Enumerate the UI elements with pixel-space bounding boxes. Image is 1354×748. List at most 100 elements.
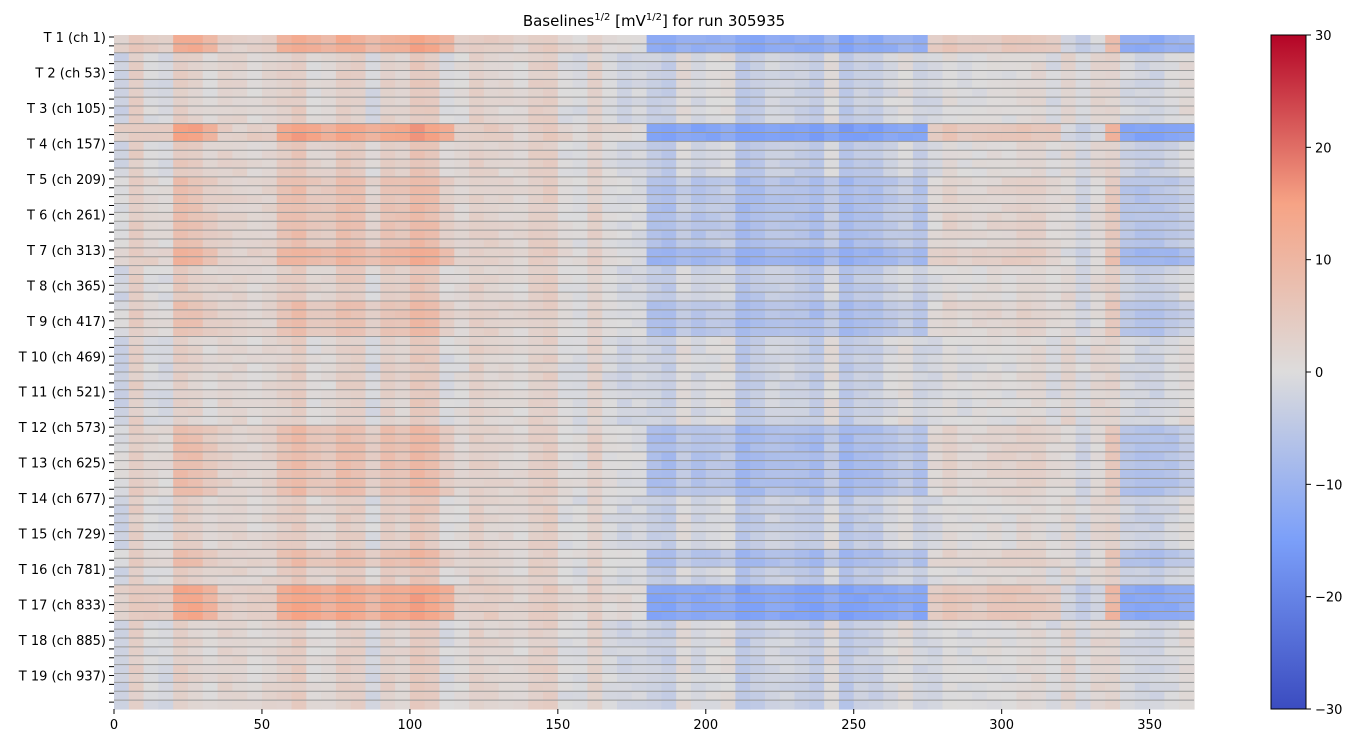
heatmap-cell [986,336,1003,346]
heatmap-cell [454,256,470,267]
heatmap-cell [957,114,973,125]
heatmap-cell [676,70,692,80]
heatmap-cell [557,460,574,471]
heatmap-cell [853,336,870,346]
heatmap-cell [617,389,633,400]
heatmap-cell [957,469,973,480]
heatmap-cell [187,203,204,213]
heatmap-cell [779,380,796,391]
heatmap-cell [513,88,529,98]
heatmap-cell [306,363,322,373]
heatmap-cell [957,283,973,293]
heatmap-cell [143,318,159,329]
heatmap-cell [1031,558,1047,568]
heatmap-cell [912,114,929,125]
heatmap-cell [232,35,248,45]
heatmap-cell [128,114,145,125]
heatmap-cell [1149,159,1166,169]
heatmap-cell [158,629,174,639]
heatmap-cell [276,389,293,400]
heatmap-cell [1046,105,1062,116]
heatmap-cell [927,416,944,426]
heatmap-cell [1149,150,1166,160]
heatmap-cell [247,176,263,187]
heatmap-cell [690,540,707,550]
heatmap-cell [424,247,441,258]
heatmap-cell [498,212,515,222]
heatmap-cell [1016,442,1032,453]
heatmap-cell [883,283,899,293]
heatmap-cell [395,469,411,480]
heatmap-cell [335,336,352,346]
heatmap-cell [661,238,677,249]
heatmap-cell [883,176,899,187]
heatmap-cell [261,61,278,72]
heatmap-cell [883,88,899,98]
heatmap-cell [972,194,988,205]
heatmap-cell [972,221,988,231]
heatmap-cell [321,389,337,400]
heatmap-cell [291,52,307,63]
heatmap-cell [1090,629,1106,639]
heatmap-cell [114,230,130,240]
heatmap-cell [217,256,233,267]
heatmap-cell [1046,372,1062,382]
heatmap-cell [957,460,973,471]
heatmap-cell [809,336,825,346]
heatmap-cell [528,522,544,533]
heatmap-cell [617,593,633,604]
heatmap-cell [986,185,1003,196]
heatmap-cell [676,221,692,231]
heatmap-cell [335,469,352,480]
heatmap-cell [350,398,367,409]
heatmap-cell [483,43,500,54]
heatmap-cell [424,629,441,639]
heatmap-cell [1001,43,1018,54]
heatmap-cell [617,52,633,63]
heatmap-cell [424,558,441,568]
heatmap-cell [439,513,455,524]
heatmap-cell [912,611,929,621]
heatmap-cell [1046,141,1062,151]
heatmap-cell [735,478,751,488]
heatmap-cell [395,265,411,276]
heatmap-cell [1164,221,1180,231]
heatmap-cell [1001,274,1018,284]
heatmap-cell [972,141,988,151]
heatmap-cell [676,593,692,604]
heatmap-cell [1120,168,1136,178]
heatmap-cell [1134,97,1151,107]
heatmap-cell [883,185,899,196]
heatmap-cell [853,203,870,213]
heatmap-cell [838,301,855,311]
heatmap-cell [986,203,1003,213]
heatmap-cell [809,345,825,355]
heatmap-cell [824,425,840,435]
heatmap-cell [720,442,736,453]
heatmap-cell [927,52,944,63]
heatmap-cell [572,363,589,373]
heatmap-cell [927,159,944,169]
heatmap-cell [602,505,618,515]
heatmap-cell [543,363,559,373]
heatmap-cell [779,256,796,267]
heatmap-cell [483,70,500,80]
heatmap-cell [1001,380,1018,391]
heatmap-cell [750,97,766,107]
heatmap-cell [365,318,381,329]
heatmap-cell [794,478,810,488]
heatmap-cell [483,35,500,45]
heatmap-cell [676,88,692,98]
heatmap-cell [276,274,293,284]
heatmap-cell [1046,584,1062,595]
heatmap-cell [883,345,899,355]
heatmap-cell [1060,230,1077,240]
heatmap-cell [261,513,278,524]
heatmap-cell [1090,416,1106,426]
heatmap-cell [232,283,248,293]
heatmap-cell [883,372,899,382]
heatmap-cell [942,505,958,515]
heatmap-cell [202,318,219,329]
heatmap-cell [735,398,751,409]
heatmap-cell [868,194,884,205]
